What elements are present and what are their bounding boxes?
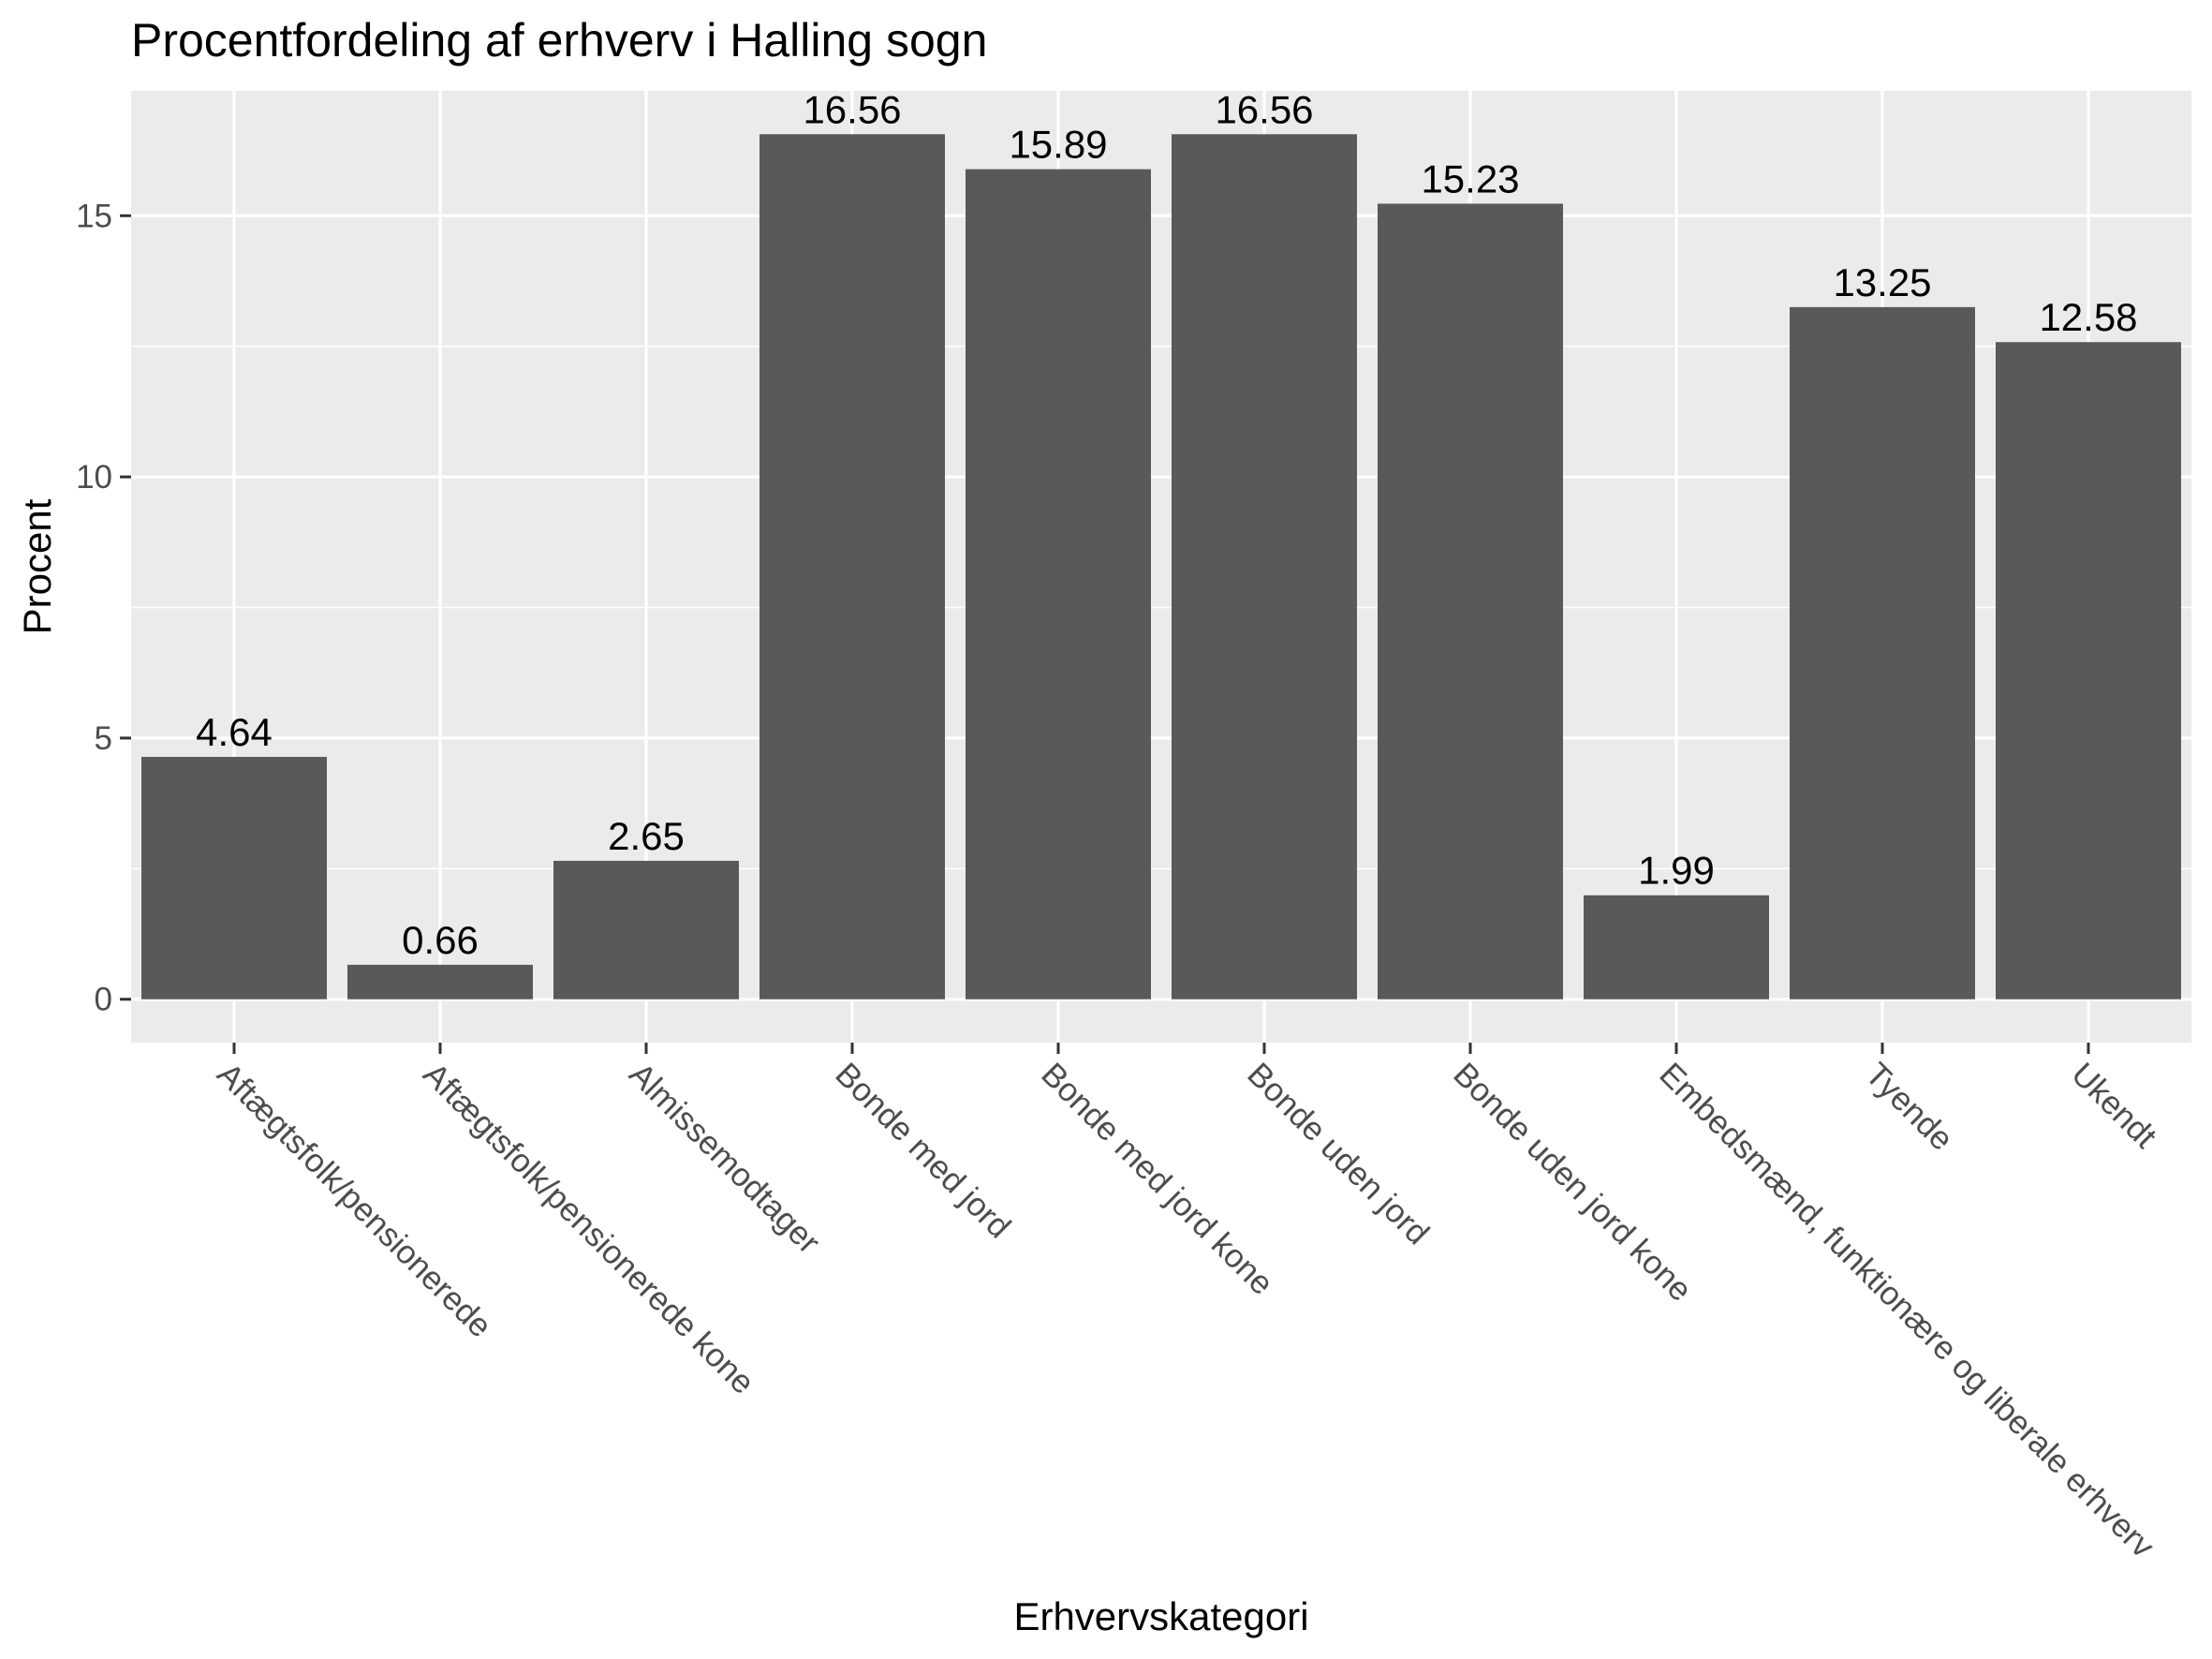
x-tick-label: Bonde uden jord kone (1446, 1056, 1699, 1309)
bar (759, 134, 945, 1000)
y-axis: 0 5 10 15 (76, 198, 131, 1018)
chart-title: Procentfordeling af erhverv i Halling so… (131, 14, 987, 67)
y-tick-label: 0 (95, 982, 112, 1018)
x-axis-title: Erhvervskategori (1013, 1594, 1308, 1638)
y-axis-title: Procent (15, 498, 59, 634)
x-axis: Aftægtsfolk/pensioneredeAftægtsfolk/pens… (210, 1043, 2164, 1565)
bar (1790, 306, 1975, 1000)
x-tick-label: Aftægtsfolk/pensionerede kone (416, 1056, 761, 1401)
data-labels: 4.64 0.66 2.65 16.56 15.89 16.56 15.23 1.99 13.2… (196, 87, 2137, 962)
bar (966, 169, 1151, 1000)
bar (347, 964, 533, 1000)
bar-value-label: 1.99 (1638, 849, 1715, 893)
bar-value-label: 15.23 (1421, 156, 1519, 200)
bars (141, 134, 2181, 1000)
bar (1172, 134, 1357, 1000)
x-tick-label: Embedsmænd, funktionære og liberale erhv… (1652, 1056, 2161, 1565)
bar-value-label: 13.25 (1833, 260, 1931, 304)
bar (1584, 895, 1769, 1000)
x-tick-label: Almissemodtager (622, 1056, 827, 1261)
y-tick-label: 15 (76, 198, 112, 234)
x-tick-label: Bonde uden jord (1240, 1056, 1436, 1252)
bar-value-label: 16.56 (803, 87, 901, 131)
bar-value-label: 0.66 (402, 918, 479, 962)
bar-value-label: 15.89 (1009, 123, 1107, 167)
bar-value-label: 12.58 (2039, 295, 2137, 339)
bar-value-label: 16.56 (1215, 87, 1313, 131)
y-tick-label: 5 (95, 720, 112, 757)
bar-value-label: 4.64 (196, 710, 273, 754)
x-tick-label: Bonde med jord (828, 1056, 1017, 1245)
bar (553, 860, 739, 1000)
y-tick-label: 10 (76, 459, 112, 496)
bar-value-label: 2.65 (608, 814, 685, 858)
bar (1378, 203, 1563, 1000)
bar (1996, 342, 2181, 1000)
x-tick-label: Tyende (1858, 1056, 1960, 1158)
x-tick-label: Bonde med jord kone (1034, 1056, 1280, 1302)
x-tick-label: Ukendt (2064, 1056, 2163, 1155)
bar (141, 756, 327, 1000)
